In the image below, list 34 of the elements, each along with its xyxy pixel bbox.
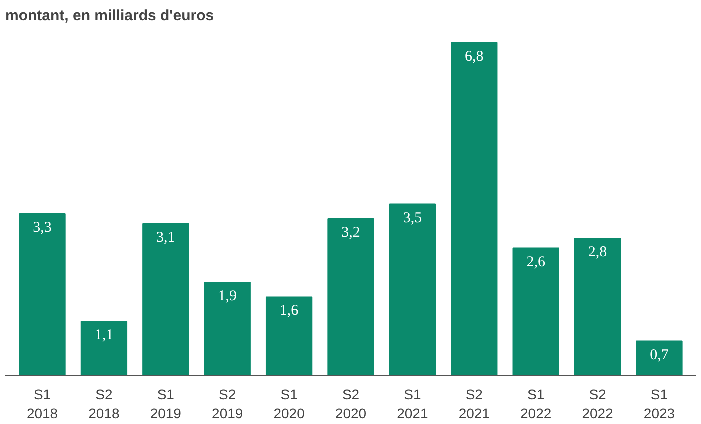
data-label: 2,6 <box>526 254 546 270</box>
bar <box>636 340 683 376</box>
data-label: 3,3 <box>33 220 52 236</box>
bar <box>389 204 436 376</box>
data-label: 0,7 <box>650 347 670 364</box>
bar <box>142 223 190 376</box>
x-tick-label: S1 2019 <box>150 386 182 422</box>
x-tick-label: S1 2023 <box>644 386 676 422</box>
x-tick-label: S2 2022 <box>582 386 614 422</box>
bar <box>19 214 66 376</box>
data-label: 2,8 <box>588 244 608 261</box>
x-tick-label: S2 2021 <box>458 386 490 422</box>
x-tick-label: S1 2018 <box>26 386 58 422</box>
bar <box>328 218 374 376</box>
data-label: 3,5 <box>403 210 422 226</box>
bar <box>266 296 313 376</box>
x-tick-label: S2 2020 <box>335 386 367 422</box>
bar <box>512 248 560 376</box>
bar <box>574 238 622 376</box>
chart-title: montant, en milliards d'euros <box>6 8 214 24</box>
data-label: 6,8 <box>465 48 484 65</box>
x-tick-label: S1 2020 <box>274 386 306 422</box>
x-tick-label: S1 2021 <box>397 386 428 422</box>
data-label: 1,6 <box>280 303 300 320</box>
data-label: 3,2 <box>342 224 360 241</box>
x-tick-label: S2 2018 <box>88 386 120 422</box>
data-label: 3,1 <box>156 230 176 246</box>
data-label: 1,9 <box>218 288 237 305</box>
bar <box>80 321 128 376</box>
data-label: 1,1 <box>94 328 114 344</box>
x-tick-label: S2 2019 <box>212 386 244 422</box>
x-tick-label: S1 2022 <box>520 386 552 422</box>
bar <box>204 282 251 376</box>
bar <box>451 42 498 376</box>
